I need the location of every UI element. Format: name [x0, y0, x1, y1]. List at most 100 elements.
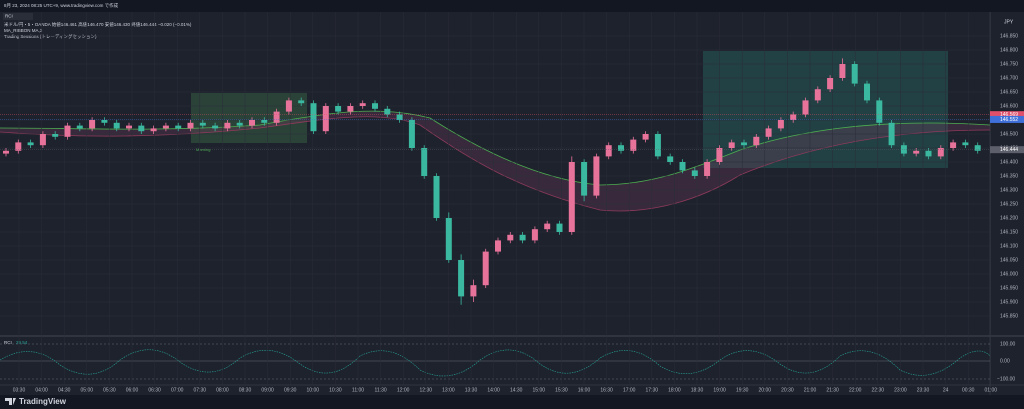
symbol-legend: 米ドル/円・5・OANDA 始値146.461 高値146.470 安値146.… [4, 21, 192, 28]
candle-body [126, 125, 132, 129]
candle-body [298, 100, 305, 104]
time-label: 18:30 [691, 387, 704, 393]
time-label: 24 [943, 387, 949, 393]
time-label: 06:00 [126, 387, 139, 393]
candle-body [568, 162, 575, 232]
time-label: 13:30 [465, 387, 478, 393]
price-tick-label: 146.050 [1000, 257, 1018, 263]
time-label: 16:30 [600, 387, 613, 393]
time-label: 01:00 [985, 387, 998, 393]
price-tick-label: 146.600 [1000, 103, 1018, 109]
top-bar [0, 0, 1024, 12]
candle-body [433, 176, 440, 218]
oscillator-tick: 100.00 [1000, 341, 1016, 347]
timestamp: 8月 23, 2024 08:25 UTC+9, www.tradingview… [4, 2, 119, 9]
candle-body [802, 100, 809, 115]
candle-body [864, 83, 870, 101]
candle-body [482, 251, 489, 286]
time-label: 22:00 [849, 387, 862, 393]
time-label: 23:00 [894, 387, 907, 393]
candle-body [421, 148, 428, 176]
price-tick-label: 146.300 [1000, 187, 1018, 193]
session-label: Morning [196, 147, 210, 152]
candle-body [384, 108, 391, 115]
price-tick-label: 146.350 [1000, 173, 1018, 179]
candle-body [827, 78, 834, 90]
candle-body [667, 156, 674, 162]
candle-body [64, 125, 71, 137]
price-tag-label: 146.569 [1000, 112, 1018, 118]
price-tick-label: 146.700 [1000, 75, 1018, 81]
oscillator-value: 29.54 [16, 340, 28, 345]
candle-body [224, 122, 231, 129]
candle-body [876, 100, 883, 123]
time-label: 10:00 [307, 387, 320, 393]
currency-label: JPY [1004, 19, 1014, 25]
candle-body [347, 106, 354, 112]
time-label: 21:30 [826, 387, 839, 393]
time-label: 08:00 [216, 387, 229, 393]
time-label: 05:00 [81, 387, 94, 393]
candle-body [101, 120, 108, 123]
ma-ribbon [0, 111, 990, 211]
candle-body [261, 120, 268, 123]
candle-body [654, 134, 661, 157]
candle-body [618, 145, 624, 151]
candle-body [679, 162, 686, 171]
candle-body [76, 125, 83, 129]
candle-body [507, 234, 514, 241]
candle-body [3, 150, 9, 154]
time-label: 18:00 [668, 387, 681, 393]
candle-body [962, 142, 969, 146]
price-tick-label: 146.000 [1000, 271, 1018, 277]
candle-body [544, 223, 551, 230]
badge [3, 13, 33, 20]
oscillator-tick: −100.00 [997, 376, 1015, 382]
candle-body [175, 125, 182, 129]
candle-body [913, 150, 920, 154]
price-tag [990, 146, 1024, 154]
price-tick-label: 145.850 [1000, 313, 1018, 319]
time-label: 19:00 [713, 387, 726, 393]
time-label: 14:00 [487, 387, 500, 393]
time-label: 17:30 [646, 387, 659, 393]
time-label: 14:30 [510, 387, 523, 393]
price-tick-label: 146.200 [1000, 215, 1018, 221]
indicator-legend: Trading Sessions (トレーディングセッション) [4, 33, 97, 40]
candle-body [630, 139, 637, 151]
candle-body [741, 142, 747, 146]
price-tick-label: 145.950 [1000, 285, 1018, 291]
candle-body [925, 150, 932, 157]
price-tag [990, 115, 1024, 123]
candle-body [285, 100, 292, 112]
price-tick-label: 146.500 [1000, 131, 1018, 137]
time-label: 07:30 [194, 387, 207, 393]
oscillator-line [0, 349, 991, 377]
candle-body [728, 142, 735, 148]
time-label: 11:00 [352, 387, 364, 393]
price-tag-label: 146.444 [1000, 147, 1018, 153]
candle-body [900, 145, 907, 154]
candle-body [556, 223, 563, 232]
time-label: 23:30 [917, 387, 930, 393]
candle-body [335, 106, 342, 112]
time-label: 03:30 [13, 387, 26, 393]
candle-body [716, 148, 723, 162]
candle-body [15, 142, 22, 151]
candle-body [974, 145, 981, 151]
candle-body [150, 128, 157, 132]
time-label: 08:30 [239, 387, 252, 393]
candle-body [458, 260, 465, 297]
candle-body [359, 103, 366, 106]
candle-body [162, 125, 169, 129]
candle-body [445, 218, 452, 260]
candle-body [470, 285, 477, 297]
candle-body [199, 122, 206, 126]
candle-body [814, 89, 821, 101]
oscillator-tick: 0.00 [1000, 358, 1010, 364]
time-label: 15:00 [533, 387, 546, 393]
time-label: 00:30 [962, 387, 975, 393]
time-label: 09:30 [284, 387, 297, 393]
brand-logo [5, 398, 16, 405]
candle-body [704, 162, 711, 176]
